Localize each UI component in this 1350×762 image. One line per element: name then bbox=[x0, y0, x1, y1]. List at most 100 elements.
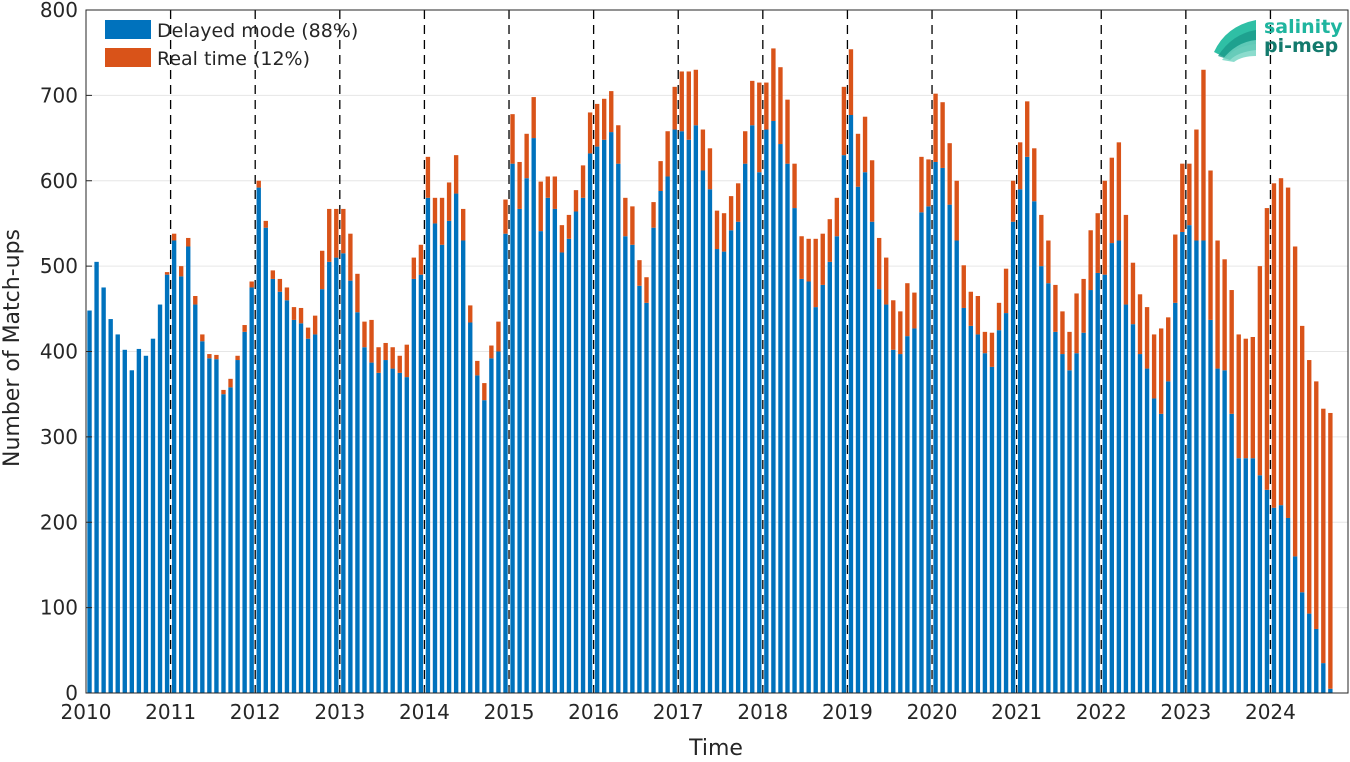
bar-delayed bbox=[1003, 313, 1009, 693]
bar-delayed bbox=[348, 280, 353, 693]
y-tick-label: 0 bbox=[65, 681, 78, 705]
bar-realtime bbox=[721, 213, 727, 252]
bar-delayed bbox=[721, 251, 727, 693]
bar-realtime bbox=[383, 342, 388, 361]
bar-delayed bbox=[940, 167, 945, 694]
bar-delayed bbox=[1010, 221, 1016, 694]
bar-delayed bbox=[524, 178, 529, 694]
bar-realtime bbox=[1039, 214, 1044, 267]
bar-delayed bbox=[1222, 370, 1227, 693]
x-tick-label: 2022 bbox=[1076, 700, 1127, 724]
bar-realtime bbox=[1257, 266, 1263, 476]
bar-realtime bbox=[439, 197, 445, 245]
bar-delayed bbox=[1307, 613, 1312, 693]
bar-delayed bbox=[587, 153, 593, 693]
bar-delayed bbox=[630, 244, 635, 693]
bar-realtime bbox=[693, 69, 699, 126]
bar-delayed bbox=[362, 347, 367, 693]
bar-delayed bbox=[912, 328, 917, 693]
bar-delayed bbox=[1187, 225, 1192, 693]
bar-delayed bbox=[1039, 266, 1044, 693]
bar-delayed bbox=[785, 163, 790, 694]
bar-delayed bbox=[637, 285, 642, 693]
bar-delayed bbox=[298, 323, 304, 693]
bar-realtime bbox=[263, 220, 268, 228]
legend-swatch-delayed bbox=[105, 20, 151, 39]
bar-delayed bbox=[644, 302, 649, 693]
bar-delayed bbox=[1201, 240, 1206, 693]
bar-delayed bbox=[609, 132, 614, 693]
bar-realtime bbox=[538, 181, 543, 232]
bar-realtime bbox=[623, 197, 628, 237]
bar-delayed bbox=[1166, 381, 1171, 693]
bar-realtime bbox=[771, 48, 776, 121]
bar-delayed bbox=[390, 368, 395, 693]
logo-line1: salinity bbox=[1264, 16, 1343, 38]
bar-realtime bbox=[249, 281, 254, 288]
x-tick-label: 2010 bbox=[61, 700, 112, 724]
bar-realtime bbox=[214, 354, 219, 360]
bar-delayed bbox=[1067, 370, 1072, 693]
bar-realtime bbox=[609, 91, 614, 133]
legend-label-realtime: Real time (12%) bbox=[157, 48, 310, 70]
bar-realtime bbox=[270, 270, 276, 279]
bar-realtime bbox=[785, 99, 790, 164]
y-tick-label: 500 bbox=[40, 254, 78, 278]
bar-realtime bbox=[1010, 180, 1016, 222]
bar-realtime bbox=[954, 180, 959, 241]
bar-realtime bbox=[1130, 262, 1136, 325]
bar-delayed bbox=[425, 197, 431, 693]
bar-realtime bbox=[1215, 240, 1220, 369]
bar-delayed bbox=[1250, 458, 1256, 693]
x-tick-label: 2018 bbox=[737, 700, 788, 724]
bar-realtime bbox=[496, 321, 501, 352]
bar-realtime bbox=[1025, 101, 1030, 157]
bar-realtime bbox=[545, 176, 550, 198]
bar-realtime bbox=[1229, 290, 1234, 414]
bar-realtime bbox=[1271, 183, 1277, 508]
x-tick-label: 2012 bbox=[230, 700, 281, 724]
bar-delayed bbox=[848, 115, 854, 694]
bar-realtime bbox=[1307, 360, 1312, 614]
bar-realtime bbox=[404, 344, 409, 378]
bar-delayed bbox=[602, 139, 607, 693]
bar-realtime bbox=[975, 296, 981, 335]
bar-realtime bbox=[919, 156, 924, 213]
bar-delayed bbox=[806, 281, 811, 693]
bar-realtime bbox=[164, 272, 170, 275]
bar-realtime bbox=[1102, 180, 1107, 275]
y-tick-label: 300 bbox=[40, 425, 78, 449]
bar-realtime bbox=[242, 325, 247, 332]
bar-realtime bbox=[1250, 336, 1256, 459]
bar-delayed bbox=[193, 304, 198, 693]
bar-delayed bbox=[1278, 505, 1284, 693]
legend-swatch-realtime bbox=[105, 48, 151, 67]
bar-realtime bbox=[1243, 338, 1248, 459]
bar-delayed bbox=[1102, 274, 1107, 693]
bar-delayed bbox=[700, 170, 706, 693]
bar-realtime bbox=[1081, 278, 1086, 333]
bar-delayed bbox=[1158, 413, 1164, 693]
bar-delayed bbox=[468, 322, 473, 693]
bar-realtime bbox=[834, 197, 840, 237]
bar-delayed bbox=[771, 120, 776, 694]
bar-delayed bbox=[947, 204, 952, 693]
bar-delayed bbox=[157, 304, 163, 693]
bar-delayed bbox=[1194, 240, 1199, 693]
bar-realtime bbox=[630, 206, 635, 245]
bar-realtime bbox=[587, 112, 593, 154]
bar-delayed bbox=[496, 351, 501, 693]
bar-realtime bbox=[855, 133, 861, 187]
bar-delayed bbox=[461, 240, 466, 693]
bar-realtime bbox=[193, 296, 198, 305]
bar-realtime bbox=[1314, 381, 1319, 629]
bar-delayed bbox=[566, 238, 572, 693]
bar-realtime bbox=[228, 378, 233, 388]
bar-delayed bbox=[884, 304, 889, 693]
bar-delayed bbox=[418, 274, 424, 693]
bar-delayed bbox=[531, 138, 536, 693]
bar-realtime bbox=[1187, 163, 1192, 226]
x-tick-label: 2019 bbox=[822, 700, 873, 724]
bar-realtime bbox=[1046, 240, 1051, 284]
bar-realtime bbox=[1053, 284, 1058, 332]
